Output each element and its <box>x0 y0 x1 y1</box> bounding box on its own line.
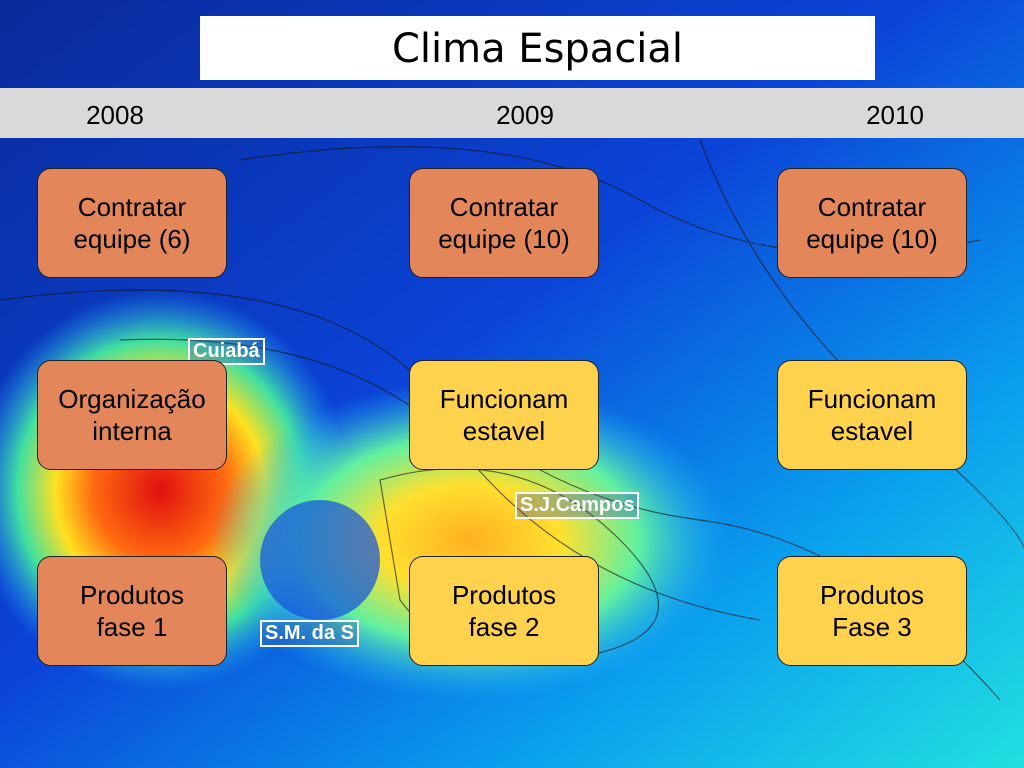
box-text: Organização <box>58 384 206 414</box>
milestone-box: Organização interna <box>37 360 227 470</box>
map-label: S.M. da S <box>260 620 359 647</box>
box-text: Funcionam <box>807 384 937 414</box>
map-label: S.J.Campos <box>515 492 640 519</box>
box-text: Produtos <box>451 580 557 610</box>
box-text: Produtos <box>79 580 185 610</box>
milestone-box: Funcionam estavel <box>777 360 967 470</box>
year: 2009 <box>496 100 554 130</box>
year: 2008 <box>86 100 144 130</box>
box-text: equipe (10) <box>438 224 570 254</box>
box-text: estavel <box>830 416 914 446</box>
box-text: Produtos <box>819 580 925 610</box>
milestone-box: Contratar equipe (10) <box>409 168 599 278</box>
milestone-box: Produtos fase 2 <box>409 556 599 666</box>
milestone-box: Funcionam estavel <box>409 360 599 470</box>
box-text: Funcionam <box>439 384 569 414</box>
milestone-box: Contratar equipe (6) <box>37 168 227 278</box>
box-text: interna <box>92 416 172 446</box>
box-text: estavel <box>462 416 546 446</box>
box-text: equipe (6) <box>73 224 191 254</box>
box-text: fase 2 <box>468 612 540 642</box>
milestone-box: Produtos fase 1 <box>37 556 227 666</box>
box-text: Contratar <box>817 192 927 222</box>
box-text: fase 1 <box>96 612 168 642</box>
milestone-box: Contratar equipe (10) <box>777 168 967 278</box>
year-bar: 2008 2009 2010 <box>0 88 1024 138</box>
milestone-box: Produtos Fase 3 <box>777 556 967 666</box>
year: 2010 <box>866 100 924 130</box>
box-text: Contratar <box>77 192 187 222</box>
box-text: Contratar <box>449 192 559 222</box>
box-text: equipe (10) <box>806 224 938 254</box>
box-text: Fase 3 <box>832 612 912 642</box>
title: Clima Espacial <box>200 16 875 80</box>
